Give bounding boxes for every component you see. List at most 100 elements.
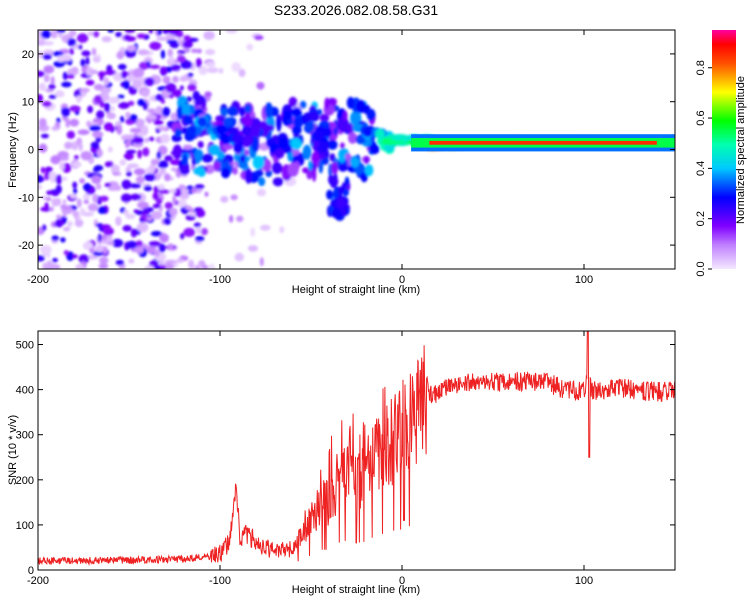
- noise-speckle: [193, 222, 201, 228]
- noise-speckle: [104, 182, 112, 188]
- noise-speckle: [46, 190, 53, 196]
- noise-speckle: [138, 61, 148, 71]
- noise-speckle: [90, 69, 99, 75]
- ridge-blob: [197, 116, 208, 127]
- noise-speckle: [159, 264, 166, 269]
- transition-cluster: [276, 116, 282, 132]
- noise-speckle: [108, 96, 120, 104]
- noise-speckle: [93, 83, 104, 91]
- noise-speckle: [172, 195, 177, 205]
- noise-speckle: [170, 64, 181, 72]
- noise-speckle: [132, 68, 145, 78]
- noise-speckle: [160, 133, 170, 144]
- ridge-blob: [685, 140, 703, 147]
- chart-title: S233.2026.082.08.58.G31: [274, 2, 438, 18]
- ridge-blob: [391, 134, 409, 141]
- noise-speckle: [83, 183, 92, 192]
- noise-speckle: [73, 155, 79, 160]
- noise-speckle: [130, 228, 137, 238]
- noise-speckle: [208, 263, 215, 269]
- noise-speckle: [127, 100, 135, 106]
- noise-speckle: [164, 263, 175, 269]
- noise-speckle: [230, 194, 238, 201]
- noise-speckle: [220, 195, 229, 203]
- snr-frame: [37, 330, 676, 571]
- noise-speckle: [218, 68, 224, 74]
- noise-speckle: [179, 85, 184, 91]
- noise-speckle: [190, 48, 199, 53]
- transition-cluster: [345, 178, 350, 187]
- ridge-blob: [678, 140, 696, 147]
- noise-speckle: [116, 125, 123, 135]
- ridge-blob: [291, 107, 302, 117]
- transition-cluster: [342, 110, 348, 121]
- ridge-blob: [223, 117, 234, 128]
- noise-speckle: [41, 195, 47, 200]
- noise-speckle: [100, 234, 108, 240]
- noise-speckle: [67, 220, 73, 228]
- noise-speckle: [55, 184, 62, 194]
- noise-speckle: [129, 127, 142, 133]
- noise-speckle: [48, 263, 61, 269]
- transition-cluster: [222, 143, 233, 151]
- colorbar-ticks: 0.0 0.2 0.4 0.6 0.8: [695, 60, 712, 277]
- transition-cluster: [194, 149, 203, 163]
- noise-speckle: [180, 188, 189, 195]
- ridge-blob: [676, 137, 694, 144]
- noise-speckle: [182, 40, 193, 49]
- transition-cluster: [364, 155, 370, 165]
- y-tick-label: 0: [28, 565, 34, 577]
- noise-speckle: [107, 146, 113, 153]
- noise-speckle: [149, 163, 156, 173]
- y-tick-label: 200: [16, 475, 34, 487]
- noise-speckle: [75, 263, 85, 269]
- transition-cluster: [346, 96, 355, 109]
- noise-speckle: [153, 119, 164, 126]
- transition-cluster: [172, 144, 183, 160]
- noise-speckle: [196, 48, 202, 54]
- noise-speckle: [238, 68, 246, 78]
- noise-speckle: [96, 149, 103, 157]
- transition-cluster: [239, 106, 245, 117]
- noise-speckle: [83, 199, 90, 204]
- noise-speckle: [50, 155, 61, 165]
- noise-speckle: [95, 245, 105, 253]
- noise-speckle: [68, 30, 77, 37]
- noise-speckle: [43, 65, 55, 74]
- snr-x-label: Height of straight line (km): [292, 584, 420, 596]
- transition-cluster: [171, 90, 182, 97]
- noise-speckle: [104, 161, 113, 168]
- noise-speckle: [38, 184, 43, 190]
- transition-cluster: [182, 103, 191, 118]
- transition-cluster: [302, 144, 312, 160]
- y-tick-label: 0: [28, 145, 34, 157]
- transition-cluster: [308, 160, 313, 171]
- noise-speckle: [76, 33, 89, 43]
- noise-speckle: [149, 41, 162, 51]
- noise-speckle: [85, 67, 94, 76]
- x-tick-label: -100: [209, 274, 231, 286]
- ridge-blob: [681, 137, 699, 144]
- noise-speckle: [101, 36, 112, 43]
- noise-speckle: [52, 51, 64, 57]
- noise-speckle: [73, 188, 78, 195]
- noise-speckle: [127, 163, 139, 169]
- noise-speckle: [143, 185, 153, 192]
- ridge-blob: [355, 134, 366, 145]
- transition-cluster: [366, 108, 376, 121]
- noise-speckle: [134, 246, 144, 254]
- noise-speckle: [126, 240, 137, 249]
- noise-speckle: [195, 57, 202, 68]
- noise-speckle: [142, 147, 150, 157]
- noise-speckle: [132, 136, 144, 144]
- x-tick-label: 100: [575, 274, 593, 286]
- noise-speckle: [207, 67, 219, 74]
- x-tick-label: 0: [399, 274, 405, 286]
- transition-cluster: [339, 155, 345, 163]
- transition-cluster: [201, 153, 214, 163]
- noise-speckle: [53, 60, 65, 68]
- noise-speckle: [49, 206, 54, 212]
- transition-cluster: [324, 97, 330, 110]
- ridge-blob: [687, 141, 705, 148]
- noise-speckle: [128, 258, 135, 264]
